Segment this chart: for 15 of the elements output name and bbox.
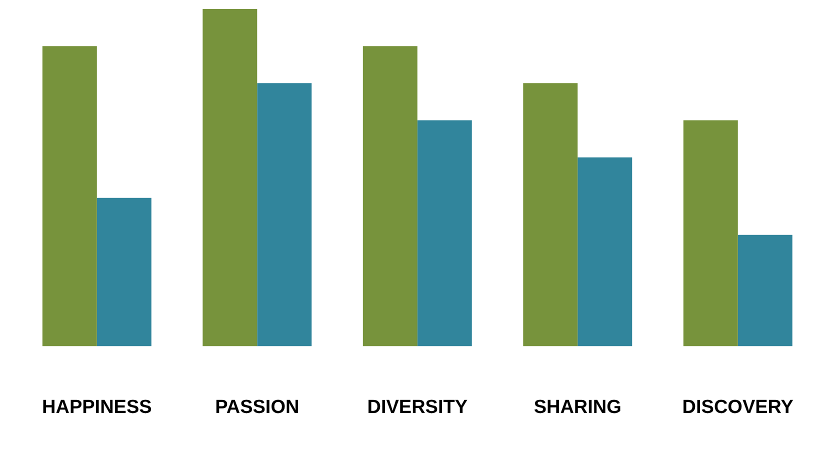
bar (683, 120, 738, 346)
bar (42, 46, 97, 346)
bar (738, 234, 792, 346)
bar (523, 83, 578, 346)
bar (202, 9, 258, 346)
bar (257, 83, 312, 346)
x-tick-label: HAPPINESS (42, 396, 152, 418)
bar (96, 198, 152, 346)
x-tick-label: DIVERSITY (367, 396, 468, 418)
bar (362, 46, 418, 346)
x-tick-label: DISCOVERY (682, 396, 794, 418)
bar (578, 157, 632, 346)
x-tick-label: SHARING (534, 396, 622, 418)
bar (417, 120, 472, 346)
x-tick-label: PASSION (215, 396, 300, 418)
